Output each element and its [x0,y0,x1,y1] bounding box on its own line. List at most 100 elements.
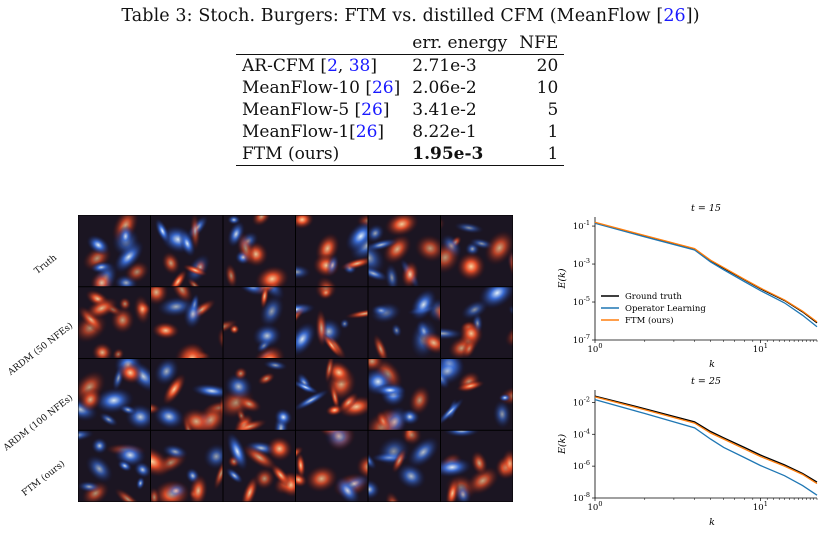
bracket-close: ] [377,122,385,142]
y-axis-label: E(k) [557,268,568,289]
vorticity-cell [296,287,368,358]
row-label-ardm-50: ARDM (50 NFEs) [6,321,76,378]
method-name: MeanFlow-1[ [242,122,356,142]
vorticity-cell [368,287,440,358]
citation-link[interactable]: 26 [663,6,686,26]
method-name: MeanFlow-10 [ [242,78,372,98]
y-axis-label: E(k) [557,434,568,455]
vorticity-cell [223,359,295,430]
vorticity-cell [151,430,223,502]
y-tick-label: 10-7 [573,333,590,346]
nfe-cell: 1 [513,143,565,166]
y-tick-label: 10-1 [573,219,590,232]
x-axis-label: k [709,359,715,370]
table-caption: Table 3: Stoch. Burgers: FTM vs. distill… [0,6,821,26]
err-energy-cell: 2.71e-3 [412,56,477,76]
vorticity-cell [441,215,513,287]
method-name: FTM (ours) [242,144,340,164]
header-method [236,32,407,55]
x-tick-label: 100 [588,500,603,513]
vorticity-cell [78,430,150,502]
vorticity-cell [78,215,150,287]
plot-title: t = 25 [691,376,721,387]
vorticity-cell [368,359,440,430]
citation-link[interactable]: 2 [327,56,338,76]
table-row: MeanFlow-10 [26] 2.06e-2 10 [236,77,564,99]
citation-link[interactable]: 38 [348,56,371,76]
plot-title: t = 15 [691,203,721,214]
nfe-cell: 1 [547,122,559,142]
vorticity-grid [78,215,513,502]
err-energy-cell: 1.95e-3 [406,143,514,166]
series-line [594,398,818,496]
vorticity-cell [296,359,368,430]
row-label-ftm: FTM (ours) [20,459,68,499]
vorticity-cell [223,287,295,358]
header-nfe: NFE [513,32,565,55]
vorticity-cell [368,430,440,502]
nfe-cell: 5 [547,100,559,120]
table-row: MeanFlow-1[26] 8.22e-1 1 [236,121,564,143]
method-cell: MeanFlow-1[26] [236,121,406,143]
series-line [594,395,818,483]
vorticity-cell [441,287,513,358]
y-tick-label: 10-3 [573,257,590,270]
spectrum-plot-t25: t = 25 10-8 10-6 10-4 10-2 100 101 k E(k) [557,376,818,528]
vorticity-cell [441,359,513,430]
method-name: AR-CFM [ [242,56,328,76]
series-line [594,396,818,485]
vorticity-cell [78,287,150,358]
results-table: err. energy NFE AR-CFM [2, 38] 2.71e-3 20 M… [236,32,565,166]
vorticity-cell [151,215,223,287]
header-err-energy: err. energy [406,32,514,55]
citation-link[interactable]: 26 [371,78,394,98]
y-tick-label: 10-4 [573,427,590,440]
x-tick-label: 100 [588,342,603,355]
bracket-close: ] [382,100,390,120]
x-tick-label: 101 [753,500,768,513]
err-energy-cell: 3.41e-2 [412,100,477,120]
x-axis-label: k [709,517,715,528]
y-tick-label: 10-5 [573,295,590,308]
table-row: MeanFlow-5 [26] 3.41e-2 5 [236,99,564,121]
legend-label: Operator Learning [625,304,706,314]
caption-suffix: ]) [685,6,700,26]
citation-link[interactable]: 26 [361,100,383,120]
row-label-ardm-100: ARDM (100 NFEs) [1,393,76,454]
spectrum-plot-t15: t = 15 10-7 10-5 10-3 10-1 100 101 k E(k) Ground … [557,203,818,370]
citation-link[interactable]: 26 [355,122,378,142]
legend-label: FTM (ours) [625,315,674,326]
vorticity-cell [151,287,223,358]
vorticity-cell [223,430,295,502]
vorticity-grid-svg [78,215,513,502]
bracket-close: ] [370,56,377,76]
vorticity-cell [296,215,368,287]
vorticity-cell [296,430,368,502]
bracket-close: ] [393,78,401,98]
row-label-truth: Truth [32,253,60,277]
method-cell: FTM (ours) [236,143,407,166]
method-name: MeanFlow-5 [ [242,100,362,120]
method-cell: AR-CFM [2, 38] [242,56,377,76]
vorticity-cell [151,359,223,430]
series-line [594,222,818,328]
x-tick-label: 101 [753,342,768,355]
series-line [594,221,818,323]
method-cell: MeanFlow-10 [26] [236,77,406,99]
caption-prefix: Table 3: Stoch. Burgers: FTM vs. distill… [121,6,664,26]
err-energy-cell: 2.06e-2 [412,78,477,98]
method-cell: MeanFlow-5 [26] [236,99,406,121]
table-row: AR-CFM [2, 38] 2.71e-3 20 [236,55,564,78]
legend-label: Ground truth [625,292,682,302]
nfe-cell: 20 [536,56,559,76]
y-tick-label: 10-2 [573,395,590,408]
vorticity-cell [223,215,295,287]
nfe-cell: 10 [536,78,559,98]
vorticity-cell [78,359,150,430]
y-tick-label: 10-6 [573,459,590,472]
table-header-row: err. energy NFE [236,32,565,55]
err-energy-cell: 8.22e-1 [412,122,477,142]
y-tick-label: 10-8 [573,491,590,504]
vorticity-cell [441,430,513,502]
vorticity-cell [368,215,440,287]
